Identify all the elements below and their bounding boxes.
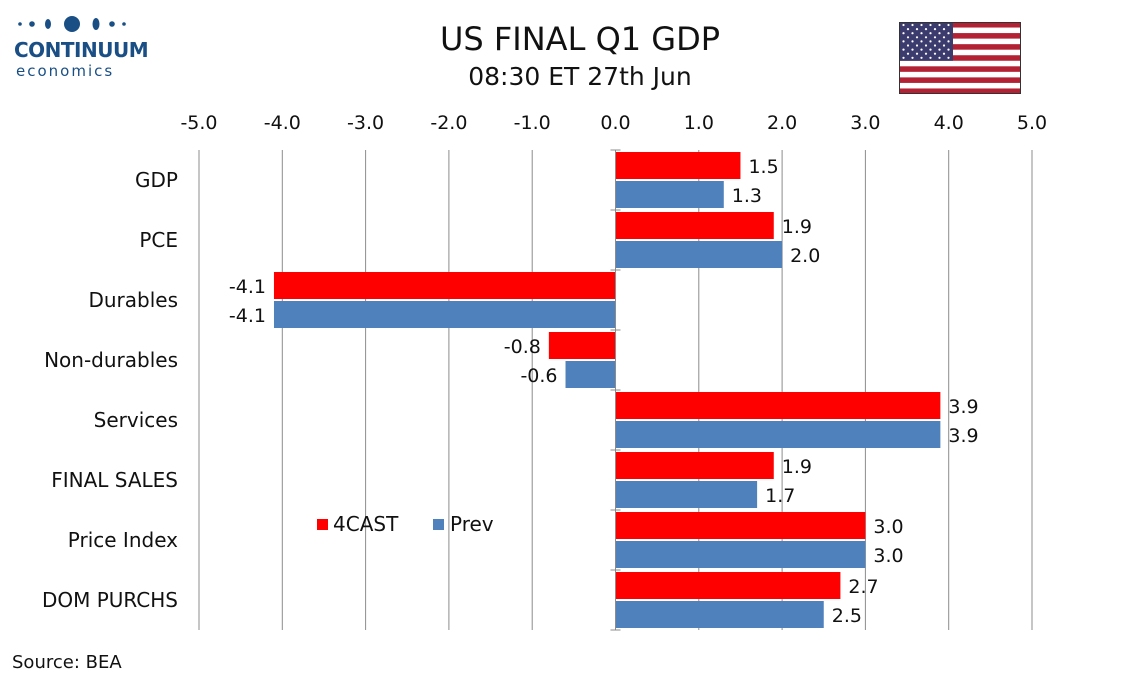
data-label: 1.7 — [765, 485, 795, 507]
bar-4cast — [615, 212, 774, 239]
category-label: Services — [94, 408, 178, 432]
x-tick-label: -3.0 — [347, 112, 384, 134]
legend-label: 4CAST — [333, 512, 399, 536]
bar-prev — [615, 601, 824, 628]
bar-4cast — [615, 152, 741, 179]
data-label: 1.3 — [732, 185, 762, 207]
data-label: 2.0 — [790, 245, 820, 267]
legend-swatch-prev — [433, 519, 444, 530]
us-flag-icon — [899, 22, 1021, 94]
category-label: Price Index — [68, 528, 178, 552]
x-tick-label: 1.0 — [684, 112, 714, 134]
x-tick-label: 2.0 — [767, 112, 797, 134]
legend-swatch-4cast — [317, 519, 328, 530]
bar-prev — [565, 361, 616, 388]
bar-4cast — [273, 272, 616, 299]
bar-prev — [615, 541, 866, 568]
data-label: -0.8 — [504, 336, 541, 358]
bar-prev — [615, 241, 783, 268]
data-label: 1.9 — [782, 216, 812, 238]
legend-label: Prev — [450, 512, 494, 536]
x-tick-label: 4.0 — [934, 112, 964, 134]
bar-4cast — [615, 572, 841, 599]
bar-prev — [615, 181, 724, 208]
x-tick-label: 5.0 — [1017, 112, 1047, 134]
category-label: Non-durables — [44, 348, 178, 372]
x-tick-label: 0.0 — [600, 112, 630, 134]
x-tick-label: -2.0 — [430, 112, 467, 134]
x-tick-label: -4.0 — [264, 112, 301, 134]
bar-4cast — [615, 392, 941, 419]
x-tick-label: -1.0 — [514, 112, 551, 134]
data-label: 1.9 — [782, 456, 812, 478]
bar-4cast — [615, 452, 774, 479]
data-label: -0.6 — [520, 365, 557, 387]
continuum-logo: CONTINUUM economics — [14, 14, 149, 80]
logo-dots-icon — [18, 16, 126, 32]
logo-name: CONTINUUM — [14, 38, 149, 62]
bar-4cast — [548, 332, 616, 359]
category-label: DOM PURCHS — [42, 588, 178, 612]
bar-prev — [615, 421, 941, 448]
data-label: 1.5 — [748, 156, 778, 178]
bar-4cast — [615, 512, 866, 539]
source-note: Source: BEA — [12, 652, 122, 673]
data-label: 3.0 — [873, 516, 903, 538]
logo-subtitle: economics — [16, 62, 115, 80]
category-label: PCE — [139, 228, 178, 252]
data-label: 2.7 — [848, 576, 878, 598]
category-label: FINAL SALES — [51, 468, 178, 492]
x-tick-label: 3.0 — [850, 112, 880, 134]
chart-subtitle: 08:30 ET 27th Jun — [468, 62, 692, 91]
chart-title: US FINAL Q1 GDP — [439, 20, 721, 58]
bar-prev — [615, 481, 758, 508]
data-label: 3.0 — [873, 545, 903, 567]
bar-prev — [273, 301, 616, 328]
x-tick-label: -5.0 — [180, 112, 217, 134]
category-label: Durables — [88, 288, 178, 312]
data-label: 3.9 — [948, 425, 978, 447]
data-label: 3.9 — [948, 396, 978, 418]
category-label: GDP — [135, 168, 178, 192]
data-label: -4.1 — [229, 305, 266, 327]
data-label: 2.5 — [832, 605, 862, 627]
data-label: -4.1 — [229, 276, 266, 298]
